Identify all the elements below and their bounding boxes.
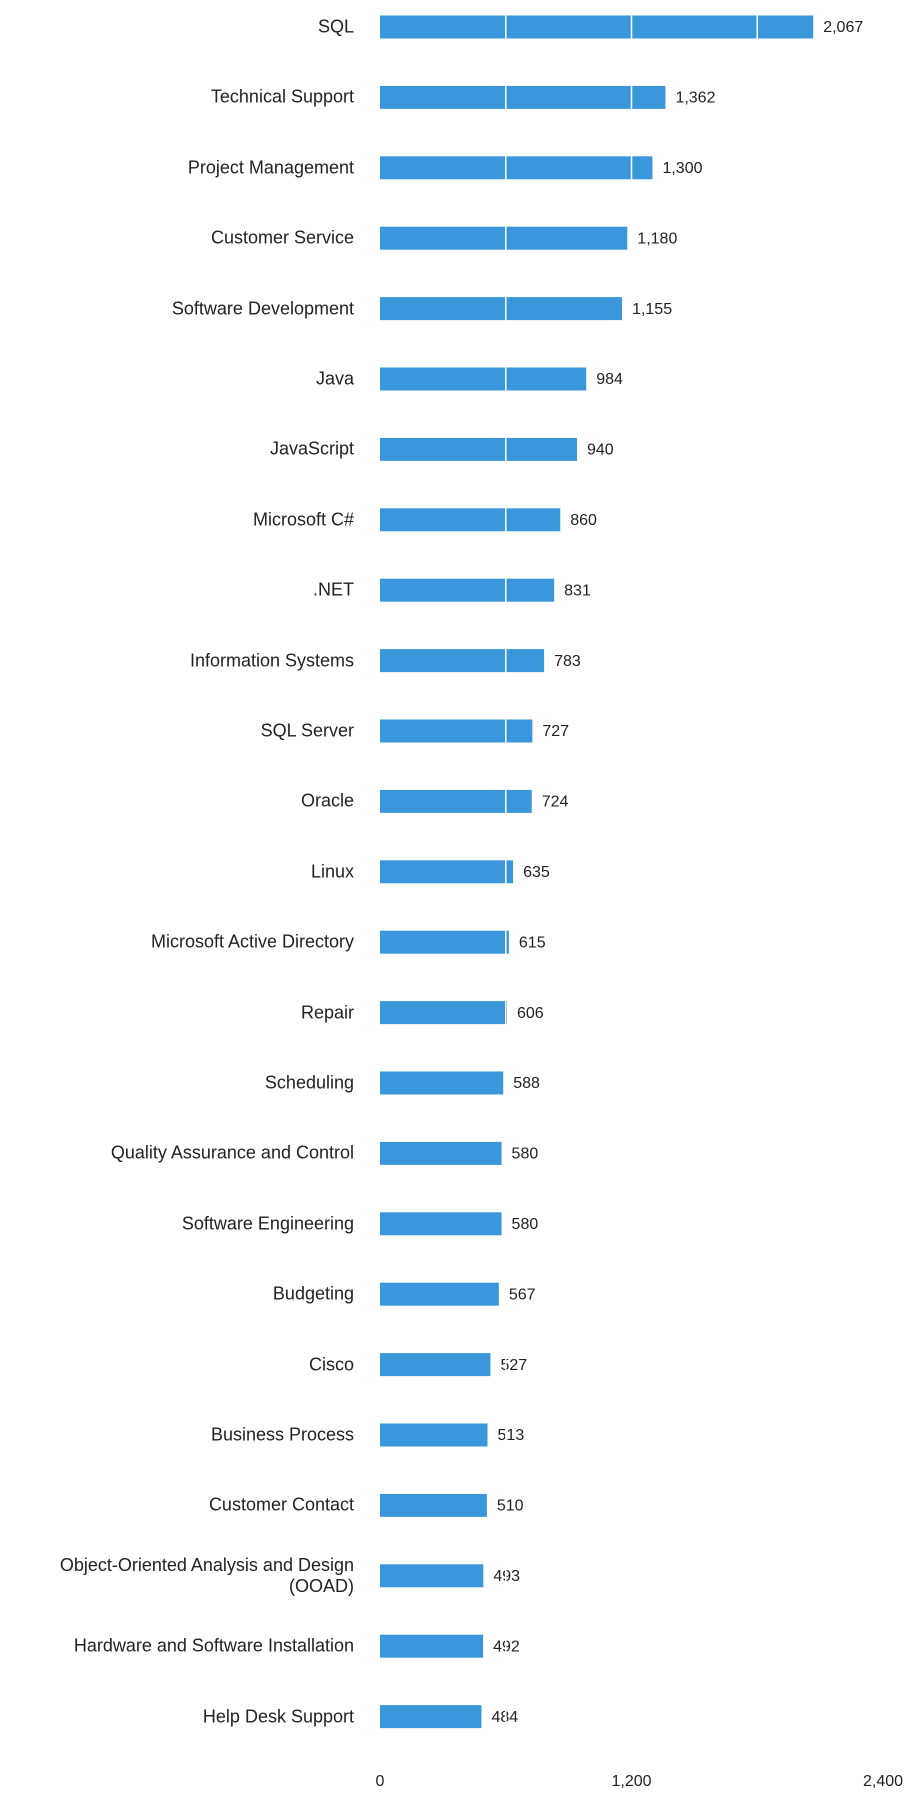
category-label: Hardware and Software Installation [73, 1635, 354, 1656]
bar [380, 1634, 484, 1658]
bar [380, 85, 666, 109]
x-tick-label: 0 [376, 1773, 385, 1790]
value-label: 1,362 [675, 90, 715, 107]
bar [380, 1423, 488, 1447]
bar [380, 719, 533, 743]
category-label: Oracle [300, 790, 354, 811]
bar [380, 789, 532, 813]
category-label: Customer Service [210, 227, 354, 248]
bars [380, 15, 814, 1729]
bar [380, 930, 509, 954]
category-label: Microsoft C# [252, 509, 354, 530]
bar [380, 226, 628, 250]
category-label: Scheduling [264, 1072, 354, 1093]
value-label: 1,180 [637, 230, 677, 247]
bar [380, 1353, 491, 1377]
category-label: .NET [312, 579, 354, 600]
value-label: 727 [542, 723, 569, 740]
bar [380, 1141, 502, 1165]
value-label: 484 [491, 1709, 518, 1726]
category-label: Business Process [210, 1424, 354, 1445]
bar [380, 15, 814, 39]
bar [380, 1493, 487, 1517]
category-label: Linux [310, 861, 354, 882]
category-label: Quality Assurance and Control [110, 1142, 354, 1163]
bar [380, 1705, 482, 1729]
value-label: 635 [523, 864, 550, 881]
bar [380, 367, 587, 391]
category-label: SQL Server [260, 720, 354, 741]
category-label: Cisco [308, 1354, 354, 1375]
value-label: 783 [554, 653, 581, 670]
bar [380, 508, 561, 532]
value-label: 615 [519, 934, 546, 951]
value-label: 588 [513, 1075, 540, 1092]
bar [380, 1282, 499, 1306]
category-label: Repair [300, 1002, 354, 1023]
value-label: 860 [570, 512, 597, 529]
category-label: SQL [317, 16, 354, 37]
bar [380, 578, 555, 602]
category-label: Information Systems [189, 650, 354, 671]
value-label: 527 [500, 1357, 527, 1374]
bar [380, 1212, 502, 1236]
x-tick-label: 2,400 [863, 1773, 903, 1790]
value-label: 580 [512, 1216, 539, 1233]
value-label: 580 [512, 1146, 539, 1163]
category-label: Technical Support [210, 86, 354, 107]
bar [380, 1071, 504, 1095]
value-label: 492 [493, 1638, 520, 1655]
value-label: 513 [498, 1427, 525, 1444]
value-label: 940 [587, 442, 614, 459]
category-label: Software Development [171, 298, 354, 319]
category-label: Software Engineering [181, 1213, 354, 1234]
category-label: Budgeting [272, 1283, 354, 1304]
value-label: 1,300 [662, 160, 702, 177]
category-label: Microsoft Active Directory [150, 931, 354, 952]
value-label: 831 [564, 582, 591, 599]
value-label: 1,155 [632, 301, 672, 318]
category-label: JavaScript [269, 438, 354, 459]
category-label: Help Desk Support [202, 1706, 354, 1727]
bar [380, 1564, 484, 1588]
value-label: 567 [509, 1286, 536, 1303]
category-label: Java [315, 368, 354, 389]
category-label: Customer Contact [208, 1494, 354, 1515]
value-label: 493 [493, 1568, 520, 1585]
bar [380, 297, 623, 321]
value-label: 724 [542, 794, 569, 811]
category-label: Object-Oriented Analysis and Design (OOA… [59, 1554, 354, 1596]
bar [380, 860, 514, 884]
value-label: 2,067 [823, 19, 863, 36]
category-label: Project Management [187, 157, 354, 178]
value-label: 510 [497, 1498, 524, 1515]
x-tick-label: 1,200 [611, 1773, 651, 1790]
bar [380, 1001, 508, 1025]
bar [380, 649, 545, 673]
value-label: 984 [596, 371, 623, 388]
value-label: 606 [517, 1005, 544, 1022]
bar [380, 156, 653, 180]
bar [380, 437, 578, 461]
